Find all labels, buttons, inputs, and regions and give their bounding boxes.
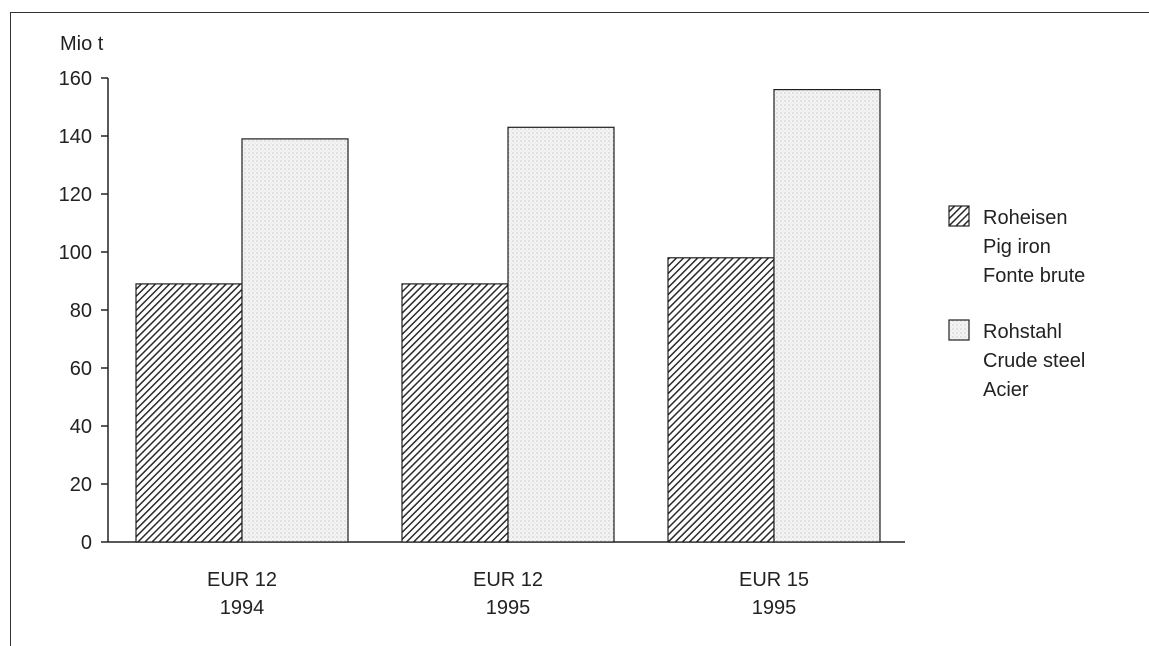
y-tick-label: 120: [59, 184, 92, 206]
bar-pig-iron-1: [401, 283, 509, 543]
legend-label: Pig iron: [983, 236, 1051, 258]
y-tick-label: 60: [70, 358, 92, 380]
bar-pig-iron-0: [135, 283, 243, 543]
y-tick-label: 100: [59, 242, 92, 264]
legend-label: Rohstahl: [983, 321, 1062, 343]
y-tick-label: 140: [59, 126, 92, 148]
legend-swatch-crude-steel: [948, 319, 970, 341]
legend-label: Acier: [983, 379, 1029, 401]
y-tick-label: 160: [59, 68, 92, 90]
legend-label: Roheisen: [983, 207, 1068, 229]
y-tick-label: 40: [70, 416, 92, 438]
x-category-label: 1995: [486, 597, 531, 619]
legend-swatch-pig-iron: [948, 205, 970, 227]
legend-label: Crude steel: [983, 350, 1085, 372]
y-tick-label: 20: [70, 474, 92, 496]
y-tick-label: 80: [70, 300, 92, 322]
legend-label: Fonte brute: [983, 265, 1085, 287]
x-category-label: 1994: [220, 597, 265, 619]
x-category-label: EUR 15: [739, 569, 809, 591]
x-category-label: 1995: [752, 597, 797, 619]
bar-pig-iron-2: [667, 257, 775, 543]
bar-crude-steel-0: [241, 138, 349, 543]
bar-crude-steel-2: [773, 88, 881, 543]
y-tick-label: 0: [81, 532, 92, 554]
x-category-label: EUR 12: [473, 569, 543, 591]
x-category-label: EUR 12: [207, 569, 277, 591]
chart-frame: [10, 12, 1149, 646]
y-axis-unit-label: Mio t: [60, 33, 104, 55]
bar-crude-steel-1: [507, 126, 615, 543]
